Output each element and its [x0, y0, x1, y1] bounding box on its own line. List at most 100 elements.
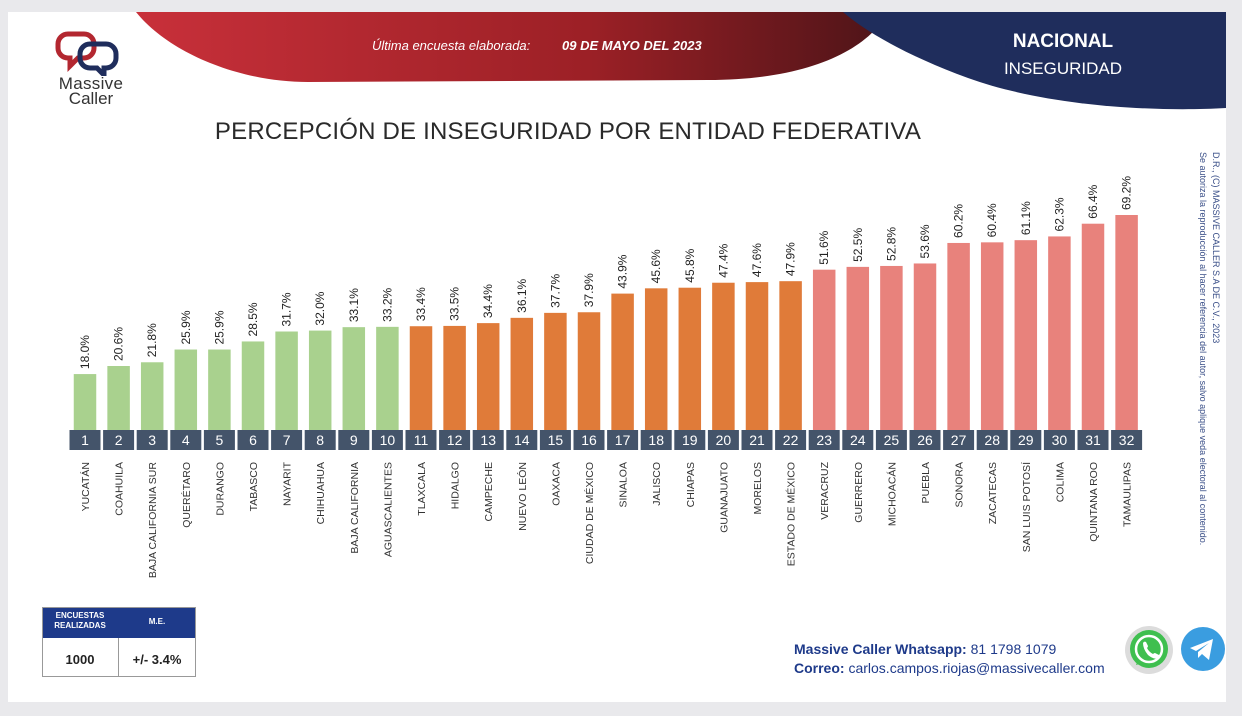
value-label-3: 21.8% [145, 323, 159, 357]
value-label-4: 25.9% [179, 310, 193, 344]
rank-box-18 [640, 430, 672, 450]
rank-box-8 [304, 430, 336, 450]
value-label-16: 37.9% [582, 273, 596, 307]
stats-header [43, 608, 195, 638]
value-label-17: 43.9% [616, 254, 630, 288]
rank-box-28 [976, 430, 1008, 450]
rank-box-12 [439, 430, 471, 450]
telegram-icon[interactable] [1180, 626, 1226, 672]
category-label-7: NAYARIT [282, 461, 294, 506]
value-label-19: 45.8% [683, 248, 697, 282]
bar-8 [308, 330, 332, 430]
rank-box-3 [136, 430, 168, 450]
value-label-14: 36.1% [515, 278, 529, 312]
category-label-30: COLIMA [1054, 462, 1066, 502]
rank-label-3: 3 [148, 432, 156, 448]
value-label-24: 52.5% [851, 228, 865, 262]
category-label-16: CIUDAD DE MÉXICO [583, 462, 596, 564]
page: Massive Caller Última encuesta elaborada… [8, 12, 1226, 702]
value-label-23: 51.6% [817, 230, 831, 264]
whatsapp-icon[interactable] [1124, 625, 1174, 675]
value-label-9: 33.1% [347, 288, 361, 322]
rank-label-13: 13 [480, 432, 496, 448]
copyright-notice: D.R., (C) MASSIVE CALLER S.A DE C.V., 20… [1188, 152, 1222, 592]
stats-surveys-value: 1000 [65, 652, 95, 667]
rank-label-11: 11 [414, 432, 429, 448]
value-label-29: 61.1% [1019, 201, 1033, 235]
rank-box-9 [338, 430, 370, 450]
rank-label-29: 29 [1018, 432, 1034, 448]
bar-26 [913, 263, 937, 430]
rank-box-25 [875, 430, 907, 450]
rank-box-16 [573, 430, 605, 450]
value-label-15: 37.7% [548, 274, 562, 308]
category-label-12: HIDALGO [450, 462, 462, 509]
whatsapp-label: Massive Caller Whatsapp: [794, 641, 967, 657]
rank-label-30: 30 [1052, 432, 1068, 448]
stats-table: ENCUESTAS REALIZADAS M.E. 1000 +/- 3.4% [42, 607, 196, 677]
value-label-31: 66.4% [1086, 184, 1100, 218]
value-label-1: 18.0% [78, 335, 92, 369]
value-label-2: 20.6% [112, 327, 126, 361]
category-label-32: TAMAULIPAS [1122, 462, 1134, 527]
rank-label-16: 16 [581, 432, 597, 448]
stats-header-me: M.E. [148, 617, 166, 626]
rank-label-19: 19 [682, 432, 698, 448]
logo-text-line2: Caller [68, 89, 114, 108]
stats-divider [118, 638, 119, 676]
category-label-22: ESTADO DE MÉXICO [785, 462, 798, 566]
bar-1 [73, 374, 97, 430]
value-label-30: 62.3% [1052, 197, 1066, 231]
value-label-8: 32.0% [313, 291, 327, 325]
survey-date: 09 DE MAYO DEL 2023 [562, 38, 702, 53]
rank-box-19 [674, 430, 706, 450]
chart-title: PERCEPCIÓN DE INSEGURIDAD POR ENTIDAD FE… [214, 118, 922, 145]
rank-box-22 [775, 430, 807, 450]
bar-12 [443, 325, 466, 430]
category-label-9: BAJA CALIFORNIA [349, 462, 361, 554]
category-label-23: VERACRUZ [819, 461, 831, 519]
email-address[interactable]: carlos.campos.riojas@massivecaller.com [848, 660, 1105, 676]
rank-box-29 [1010, 430, 1042, 450]
rank-box-26 [909, 430, 941, 450]
value-label-28: 60.4% [985, 203, 999, 237]
rank-box-21 [741, 430, 773, 450]
rank-label-28: 28 [984, 432, 1000, 448]
category-label-10: AGUASCALIENTES [382, 462, 394, 557]
whatsapp-number[interactable]: 81 1798 1079 [970, 641, 1057, 657]
category-label-26: PUEBLA [920, 462, 932, 503]
rank-label-2: 2 [115, 432, 123, 448]
rank-box-15 [539, 430, 571, 450]
category-label-2: COAHUILA [114, 462, 126, 516]
bar-25 [880, 265, 903, 430]
bar-13 [476, 323, 500, 430]
copyright-line2: Se autoriza la reproducción al hacer ref… [1198, 152, 1208, 546]
value-label-32: 69.2% [1120, 176, 1134, 210]
category-label-20: GUANAJUATO [718, 462, 730, 533]
rank-box-2 [103, 430, 135, 450]
rank-box-30 [1043, 430, 1075, 450]
bar-3 [140, 362, 164, 430]
rank-label-26: 26 [917, 432, 933, 448]
value-label-5: 25.9% [212, 310, 226, 344]
rank-box-17 [607, 430, 639, 450]
rank-label-31: 31 [1085, 432, 1101, 448]
rank-box-4 [170, 430, 202, 450]
rank-label-4: 4 [182, 432, 190, 448]
rank-label-27: 27 [951, 432, 967, 448]
value-label-26: 53.6% [918, 224, 932, 258]
bar-19 [678, 287, 702, 430]
value-label-27: 60.2% [952, 204, 966, 238]
logo-mark-icon [55, 31, 119, 82]
category-label-17: SINALOA [618, 462, 630, 508]
category-label-25: MICHOACÁN [885, 462, 898, 526]
rank-label-17: 17 [615, 432, 631, 448]
value-label-13: 34.4% [481, 284, 495, 318]
category-label-4: QUERÉTARO [180, 462, 193, 528]
massive-caller-logo-icon: Massive Caller [46, 28, 136, 108]
value-label-22: 47.9% [784, 242, 798, 276]
category-label-29: SAN LUIS POTOSÍ [1020, 462, 1033, 552]
scope-title: NACIONAL [1012, 31, 1114, 52]
rank-label-22: 22 [783, 432, 799, 448]
rank-box-13 [472, 430, 504, 450]
